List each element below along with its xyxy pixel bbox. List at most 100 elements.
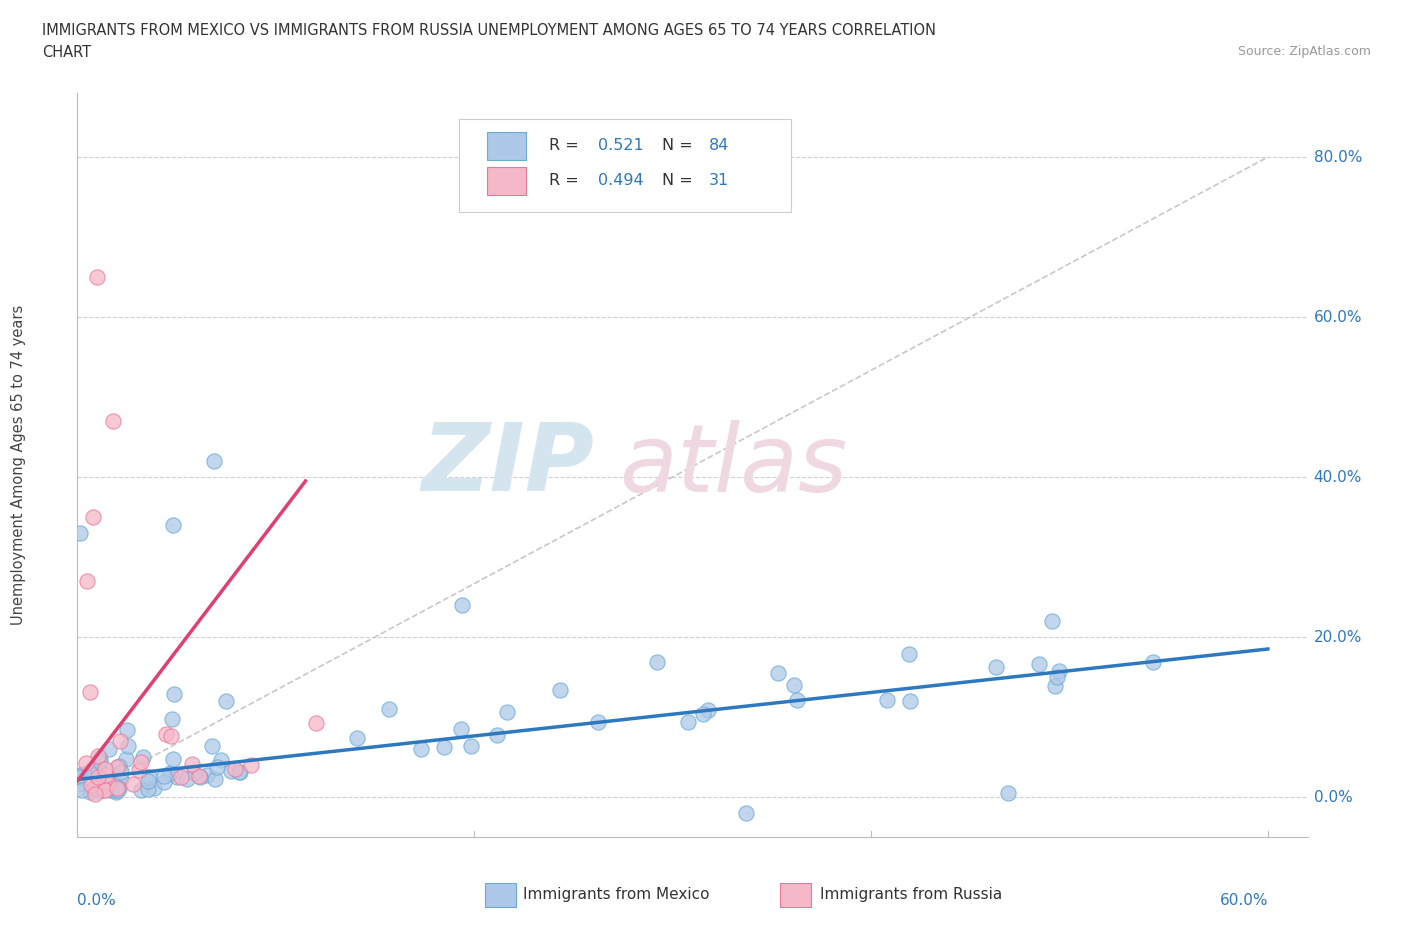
Text: 80.0%: 80.0%	[1313, 150, 1362, 165]
Point	[114, 751, 136, 766]
Point	[645, 655, 668, 670]
Point	[98, 742, 121, 757]
Point	[153, 768, 176, 783]
Point	[108, 734, 131, 749]
Point	[117, 738, 139, 753]
Point	[122, 777, 145, 791]
Text: ZIP: ZIP	[422, 419, 595, 511]
Point	[110, 772, 132, 787]
Point	[898, 646, 921, 661]
Point	[378, 701, 401, 716]
Text: 84: 84	[709, 139, 728, 153]
Point	[460, 738, 482, 753]
Point	[93, 782, 115, 797]
Point	[676, 714, 699, 729]
Point	[239, 758, 262, 773]
Point	[876, 693, 898, 708]
Point	[98, 782, 121, 797]
Point	[136, 781, 159, 796]
Point	[692, 707, 714, 722]
Point	[86, 770, 108, 785]
Point	[79, 764, 101, 778]
Point	[129, 754, 152, 769]
Point	[201, 738, 224, 753]
Point	[128, 763, 150, 777]
Point	[83, 787, 105, 802]
Point	[86, 772, 108, 787]
Point	[205, 760, 228, 775]
Point	[93, 783, 115, 798]
Point	[159, 765, 181, 780]
Point	[346, 731, 368, 746]
Point	[163, 686, 186, 701]
Point	[87, 763, 110, 777]
Point	[696, 703, 718, 718]
Point	[94, 767, 117, 782]
Point	[211, 752, 233, 767]
Point	[131, 782, 153, 797]
Point	[152, 775, 174, 790]
Point	[76, 574, 98, 589]
Point	[89, 754, 111, 769]
Point	[105, 760, 128, 775]
FancyBboxPatch shape	[458, 119, 792, 212]
Point	[486, 728, 509, 743]
Point	[115, 723, 138, 737]
Point	[997, 786, 1019, 801]
Point	[155, 727, 177, 742]
Point	[187, 769, 209, 784]
Text: 60.0%: 60.0%	[1219, 893, 1268, 908]
Point	[188, 770, 211, 785]
Text: CHART: CHART	[42, 45, 91, 60]
Point	[86, 270, 108, 285]
Text: atlas: atlas	[619, 419, 846, 511]
Text: N =: N =	[662, 139, 697, 153]
Point	[97, 776, 120, 790]
Point	[1142, 655, 1164, 670]
Point	[181, 757, 204, 772]
Text: IMMIGRANTS FROM MEXICO VS IMMIGRANTS FROM RUSSIA UNEMPLOYMENT AMONG AGES 65 TO 7: IMMIGRANTS FROM MEXICO VS IMMIGRANTS FRO…	[42, 23, 936, 38]
Point	[432, 739, 454, 754]
Text: 20.0%: 20.0%	[1313, 630, 1362, 644]
Point	[214, 694, 236, 709]
Text: 0.521: 0.521	[598, 139, 644, 153]
Point	[224, 762, 246, 777]
Point	[768, 666, 790, 681]
Point	[204, 772, 226, 787]
Text: 0.494: 0.494	[598, 173, 644, 188]
Point	[1040, 614, 1063, 629]
Point	[183, 765, 205, 780]
Point	[87, 784, 110, 799]
Text: Immigrants from Mexico: Immigrants from Mexico	[523, 887, 710, 902]
Point	[162, 518, 184, 533]
Point	[69, 525, 91, 540]
Point	[107, 781, 129, 796]
Text: R =: R =	[548, 139, 583, 153]
Point	[83, 780, 105, 795]
Point	[450, 721, 472, 736]
Point	[1046, 670, 1069, 684]
Point	[79, 684, 101, 699]
FancyBboxPatch shape	[486, 166, 526, 195]
Point	[104, 782, 127, 797]
Point	[496, 705, 519, 720]
Text: Unemployment Among Ages 65 to 74 years: Unemployment Among Ages 65 to 74 years	[11, 305, 25, 625]
Point	[108, 758, 131, 773]
Point	[101, 414, 124, 429]
Point	[75, 756, 97, 771]
Point	[82, 510, 104, 525]
Text: R =: R =	[548, 173, 583, 188]
Point	[783, 677, 806, 692]
Point	[1028, 657, 1050, 671]
Point	[79, 785, 101, 800]
Point	[72, 766, 94, 781]
Point	[132, 750, 155, 764]
Point	[229, 764, 252, 779]
Text: 0.0%: 0.0%	[1313, 790, 1353, 804]
Point	[69, 768, 91, 783]
Point	[107, 782, 129, 797]
Point	[98, 776, 121, 790]
Point	[1047, 664, 1070, 679]
Point	[110, 764, 132, 779]
Point	[162, 751, 184, 766]
